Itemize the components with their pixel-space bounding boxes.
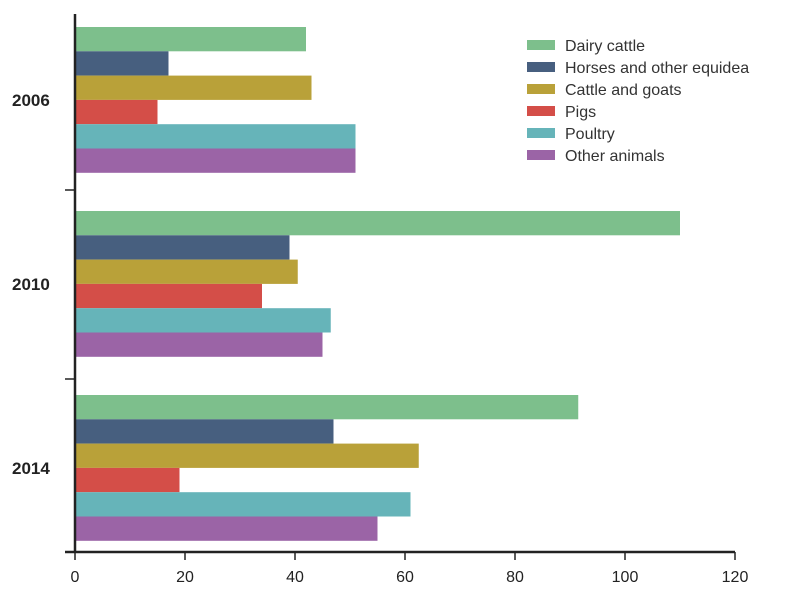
axes-group: 0 20 40 60 80 100 120 2006 2010 2014 [12, 14, 748, 586]
legend-label: Cattle and goats [565, 82, 682, 99]
category-label-2014: 2014 [12, 459, 50, 478]
legend-item-horses-and-other-equidea: Horses and other equidea [527, 60, 749, 77]
bar-2010-horses-and-other-equidea [75, 235, 290, 260]
bar-2006-horses-and-other-equidea [75, 51, 169, 76]
legend-item-pigs: Pigs [527, 104, 596, 121]
bar-2010-dairy-cattle [75, 211, 680, 236]
legend-item-dairy-cattle: Dairy cattle [527, 38, 645, 55]
bar-2014-poultry [75, 492, 411, 517]
x-tick-label-120: 120 [722, 569, 749, 586]
legend-label: Dairy cattle [565, 38, 645, 55]
legend-label: Pigs [565, 104, 596, 121]
legend-item-cattle-and-goats: Cattle and goats [527, 82, 682, 99]
bar-2014-other-animals [75, 516, 378, 541]
bar-2014-pigs [75, 467, 180, 493]
bar-2010-other-animals [75, 332, 323, 357]
bar-2010-pigs [75, 283, 262, 309]
bar-2014-dairy-cattle [75, 395, 579, 420]
legend-item-poultry: Poultry [527, 126, 615, 143]
bar-2010-poultry [75, 308, 331, 333]
legend-label: Horses and other equidea [565, 60, 749, 77]
x-tick-label-80: 80 [506, 569, 524, 586]
legend: Dairy cattle Horses and other equidea Catt… [527, 38, 749, 165]
legend-label: Poultry [565, 126, 615, 143]
x-tick-label-60: 60 [396, 569, 414, 586]
bar-2014-cattle-and-goats [75, 443, 419, 468]
legend-swatch [527, 62, 555, 72]
legend-item-other-animals: Other animals [527, 148, 665, 165]
bar-2006-poultry [75, 124, 356, 149]
x-tick-label-40: 40 [286, 569, 304, 586]
bars-group [75, 27, 680, 541]
legend-swatch [527, 106, 555, 116]
category-label-2006: 2006 [12, 91, 50, 110]
bar-2006-dairy-cattle [75, 27, 306, 52]
bar-2010-cattle-and-goats [75, 259, 298, 284]
x-tick-label-100: 100 [612, 569, 639, 586]
legend-swatch [527, 84, 555, 94]
category-label-2010: 2010 [12, 275, 50, 294]
x-tick-label-20: 20 [176, 569, 194, 586]
bar-2006-pigs [75, 99, 158, 125]
legend-swatch [527, 128, 555, 138]
legend-swatch [527, 40, 555, 50]
bar-2014-horses-and-other-equidea [75, 419, 334, 444]
legend-label: Other animals [565, 148, 665, 165]
x-tick-label-0: 0 [71, 569, 80, 586]
bar-2006-other-animals [75, 148, 356, 173]
bar-2006-cattle-and-goats [75, 75, 312, 100]
legend-swatch [527, 150, 555, 160]
